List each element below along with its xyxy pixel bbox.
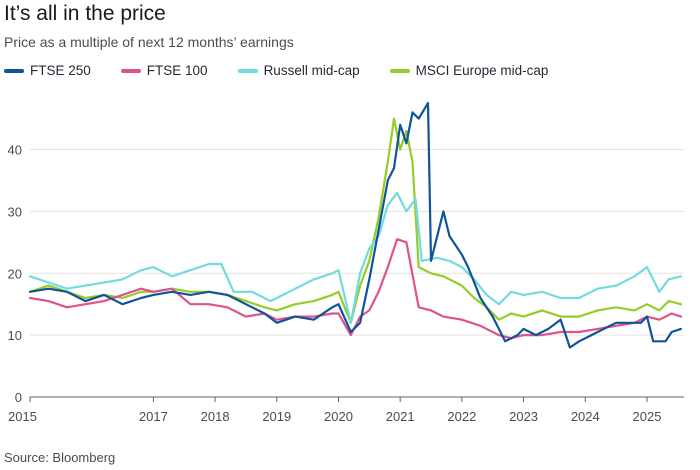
legend-swatch-ftse-100	[120, 68, 141, 73]
y-tick-label-10: 10	[8, 328, 22, 343]
chart-legend: FTSE 250 FTSE 100 Russell mid-cap MSCI E…	[4, 63, 578, 78]
legend-swatch-ftse-250	[4, 68, 24, 73]
x-tick-label-2017: 2017	[139, 409, 168, 424]
x-tick-label-2019: 2019	[262, 409, 291, 424]
legend-item-russell-mid-cap: Russell mid-cap	[237, 63, 360, 78]
y-tick-label-20: 20	[8, 266, 22, 281]
chart-subtitle: Price as a multiple of next 12 months’ e…	[4, 34, 294, 50]
y-tick-label-40: 40	[8, 143, 22, 158]
legend-item-ftse-250: FTSE 250	[4, 63, 91, 78]
series-line-ftse-100	[28, 238, 682, 340]
legend-item-ftse-100: FTSE 100	[120, 63, 208, 78]
x-tick-label-2015: 2015	[8, 409, 37, 424]
x-tick-label-2018: 2018	[201, 409, 230, 424]
legend-label-ftse-250: FTSE 250	[30, 63, 91, 78]
legend-swatch-russell-mid-cap	[237, 68, 258, 73]
series-line-russell-mid-cap	[28, 191, 682, 324]
series-line-ftse-250	[28, 102, 682, 349]
legend-label-msci-europe-mid-cap: MSCI Europe mid-cap	[415, 63, 549, 78]
x-tick-label-2020: 2020	[324, 409, 353, 424]
source-note: Source: Bloomberg	[4, 450, 116, 465]
y-tick-label-0: 0	[15, 390, 22, 405]
legend-label-ftse-100: FTSE 100	[146, 63, 208, 78]
legend-item-msci-europe-mid-cap: MSCI Europe mid-cap	[389, 63, 549, 78]
x-tick-label-2023: 2023	[509, 409, 538, 424]
x-tick-label-2025: 2025	[633, 409, 662, 424]
legend-label-russell-mid-cap: Russell mid-cap	[263, 63, 360, 78]
chart-title: It’s all in the price	[4, 2, 166, 25]
y-tick-label-30: 30	[8, 204, 22, 219]
x-tick-label-2021: 2021	[386, 409, 415, 424]
legend-swatch-msci-europe-mid-cap	[389, 68, 410, 73]
x-tick-label-2022: 2022	[447, 409, 476, 424]
x-tick-label-2024: 2024	[571, 409, 600, 424]
